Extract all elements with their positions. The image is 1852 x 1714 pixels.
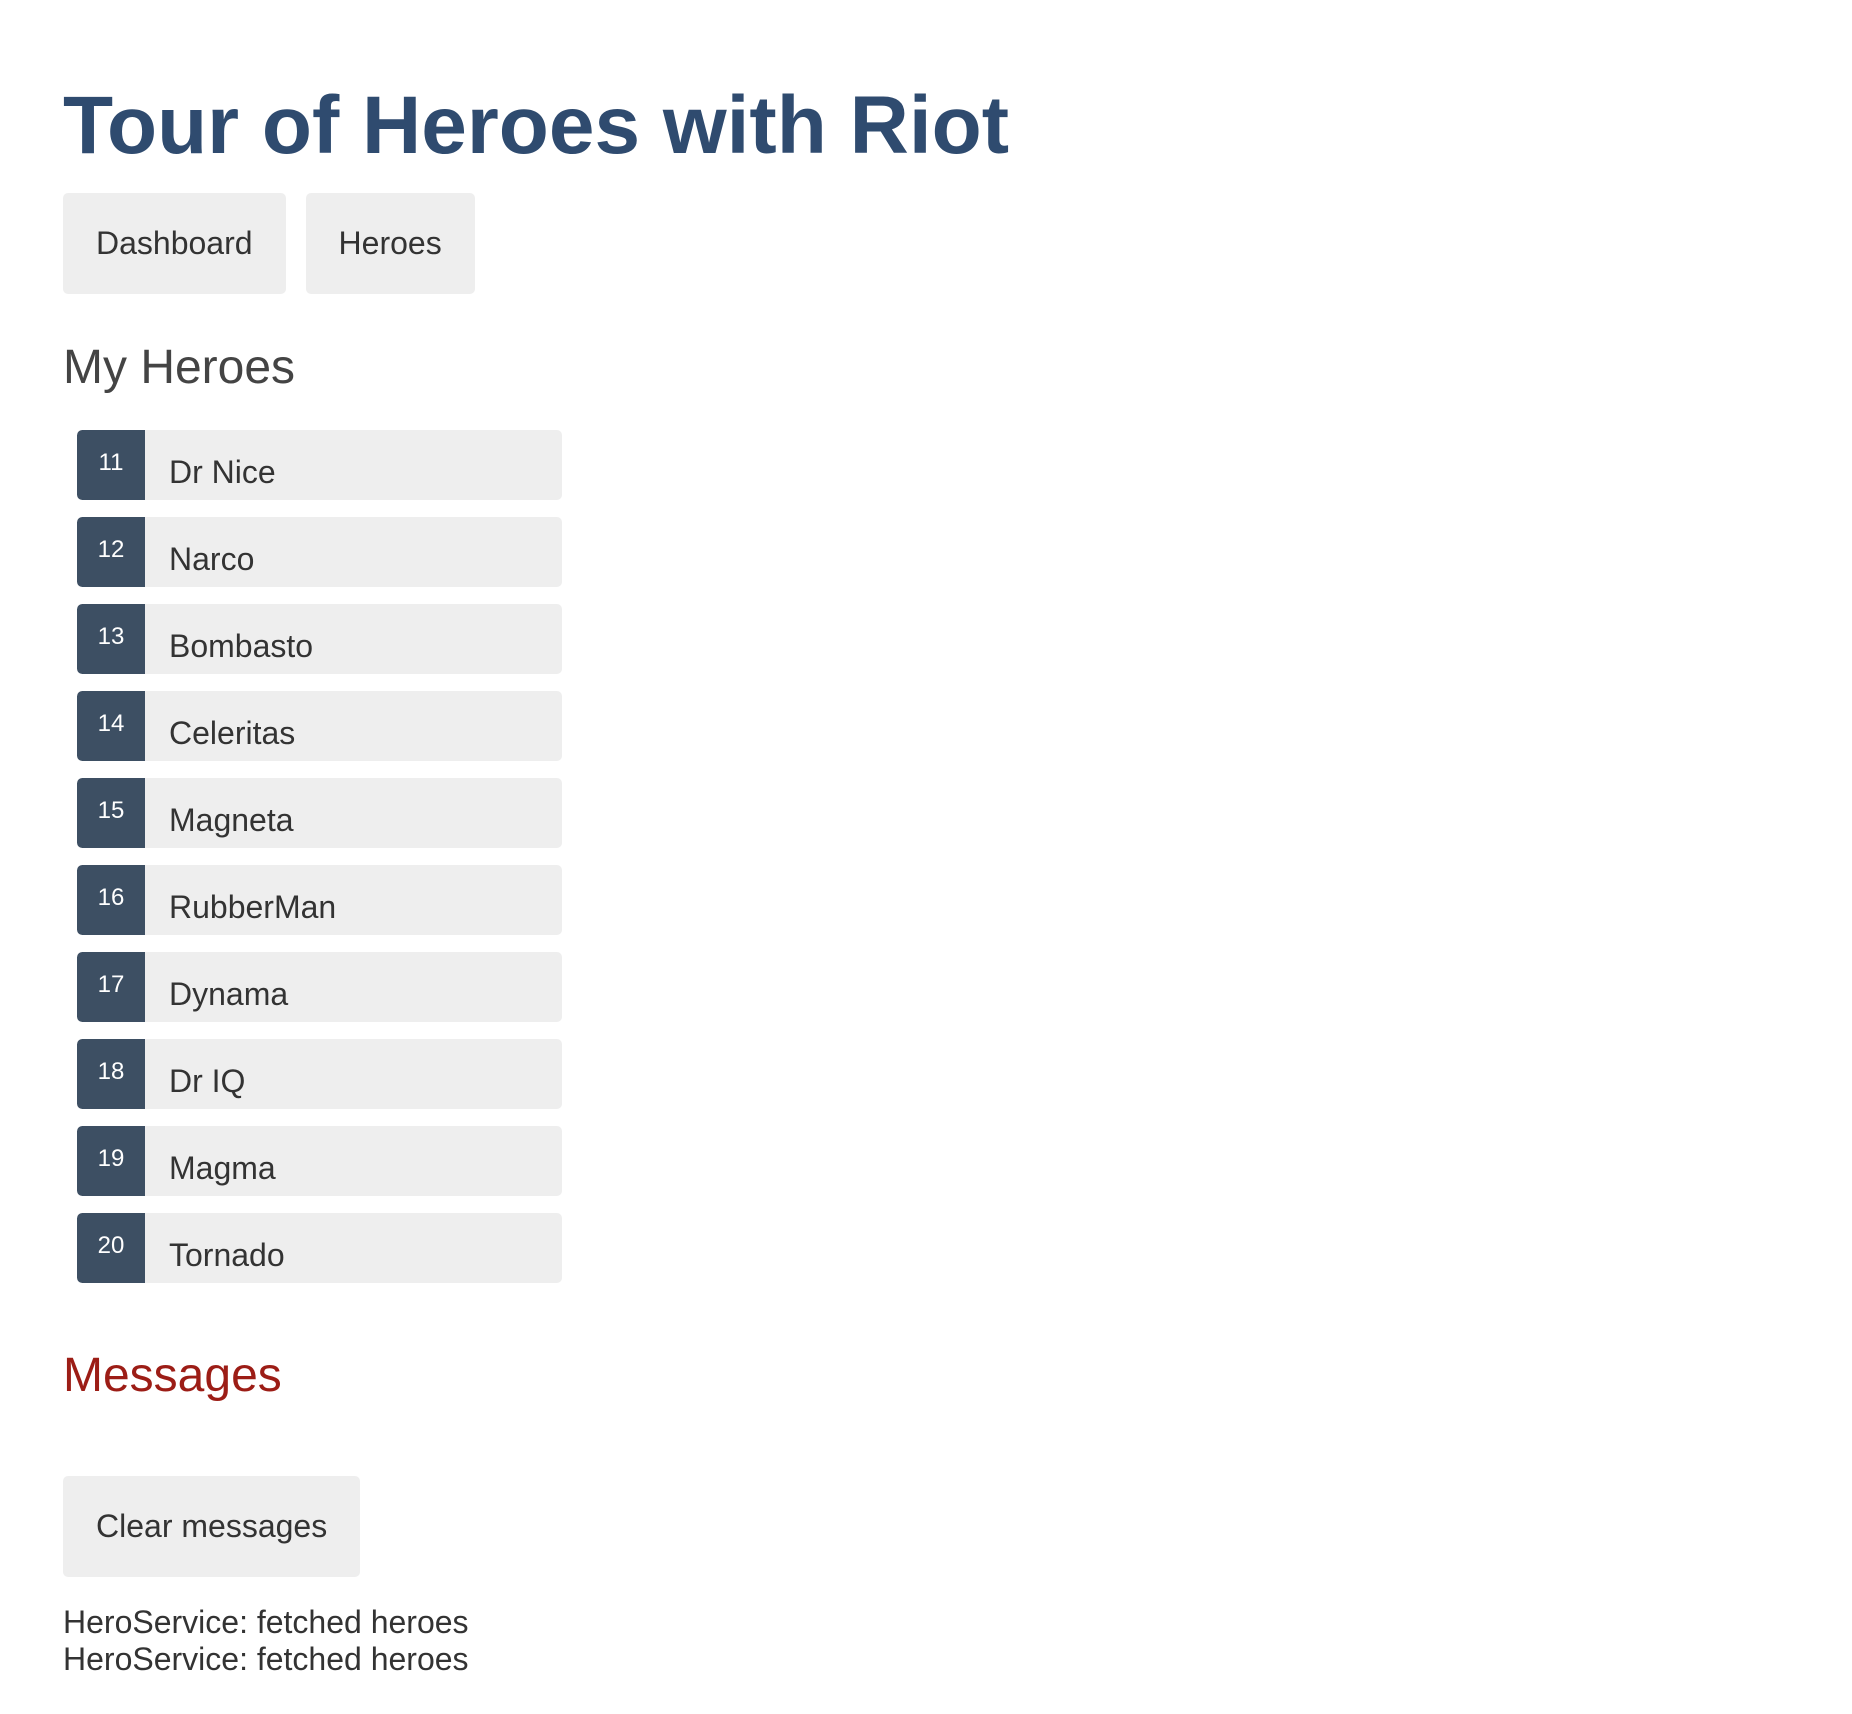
heroes-section-title: My Heroes [63, 341, 296, 394]
hero-name: RubberMan [169, 889, 337, 925]
hero-list-item[interactable]: 11 Dr Nice [77, 430, 562, 500]
hero-name: Dr IQ [169, 1063, 246, 1099]
hero-list-item[interactable]: 12 Narco [77, 517, 562, 587]
hero-list-item[interactable]: 17 Dynama [77, 952, 562, 1022]
hero-list-item[interactable]: 20 Tornado [77, 1213, 562, 1283]
clear-messages-button[interactable]: Clear messages [63, 1476, 361, 1577]
hero-id-badge: 11 [77, 430, 145, 500]
hero-name: Magneta [169, 802, 294, 838]
hero-name: Dr Nice [169, 454, 276, 490]
hero-id-badge: 13 [77, 604, 145, 674]
hero-name: Celeritas [169, 715, 296, 751]
hero-list-item[interactable]: 16 RubberMan [77, 865, 562, 935]
hero-id-badge: 14 [77, 691, 145, 761]
hero-list-item[interactable]: 18 Dr IQ [77, 1039, 562, 1109]
hero-name: Bombasto [169, 628, 314, 664]
hero-name: Narco [169, 541, 255, 577]
hero-name: Dynama [169, 976, 289, 1012]
hero-id-badge: 20 [77, 1213, 145, 1283]
hero-id-badge: 17 [77, 952, 145, 1022]
hero-list: 11 Dr Nice 12 Narco 13 Bombasto 14 Celer… [77, 430, 562, 1300]
app-title: Tour of Heroes with Riot [63, 80, 1010, 171]
hero-id-badge: 12 [77, 517, 145, 587]
hero-list-item[interactable]: 13 Bombasto [77, 604, 562, 674]
hero-id-badge: 18 [77, 1039, 145, 1109]
nav-link-dashboard[interactable]: Dashboard [63, 193, 286, 294]
hero-list-item[interactable]: 19 Magma [77, 1126, 562, 1196]
hero-list-item[interactable]: 15 Magneta [77, 778, 562, 848]
message-item: HeroService: fetched heroes [63, 1641, 469, 1677]
nav-link-heroes[interactable]: Heroes [305, 193, 475, 294]
hero-id-badge: 16 [77, 865, 145, 935]
messages-title: Messages [63, 1349, 282, 1402]
hero-name: Magma [169, 1150, 276, 1186]
hero-list-item[interactable]: 14 Celeritas [77, 691, 562, 761]
hero-name: Tornado [169, 1237, 285, 1273]
hero-id-badge: 19 [77, 1126, 145, 1196]
hero-id-badge: 15 [77, 778, 145, 848]
main-nav: Dashboard Heroes [63, 193, 475, 294]
message-list: HeroService: fetched heroes HeroService:… [63, 1604, 469, 1678]
message-item: HeroService: fetched heroes [63, 1604, 469, 1640]
